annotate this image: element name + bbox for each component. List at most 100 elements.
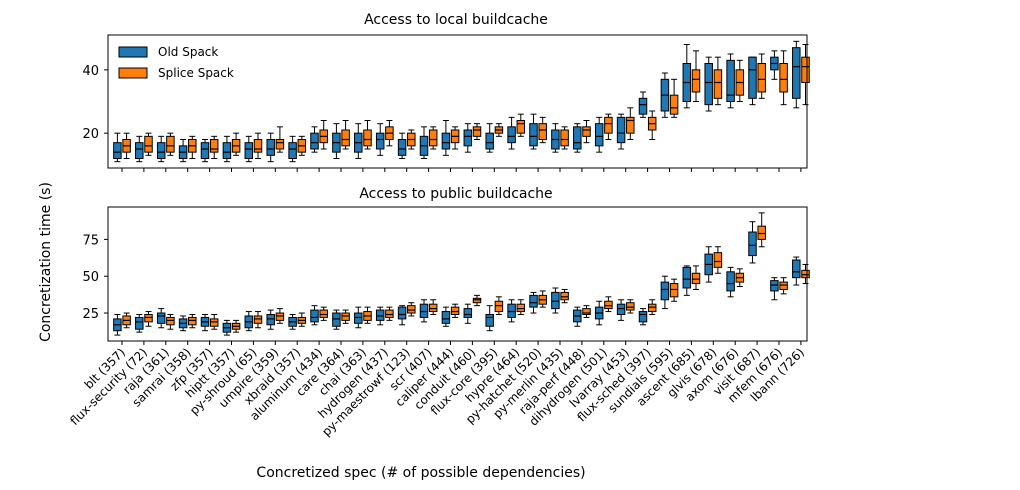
box-body [669, 283, 679, 298]
box-old [507, 116, 516, 150]
box-body [616, 116, 626, 144]
box-splice [472, 123, 482, 140]
box-body [441, 311, 451, 324]
box-body [310, 309, 319, 323]
box-old [222, 319, 232, 336]
box-body [188, 316, 197, 326]
box-splice [166, 313, 175, 330]
box-splice [713, 246, 723, 274]
box-body [319, 309, 328, 318]
box-old [354, 123, 363, 159]
box-old [354, 306, 363, 329]
box-old [222, 135, 232, 163]
box-body [244, 142, 254, 160]
box-splice [757, 53, 766, 99]
box-body [463, 129, 473, 147]
plot-frame-local [107, 34, 808, 169]
box-body [135, 142, 144, 160]
box-old [529, 291, 538, 314]
legend-label-splice: Splice Spack [158, 66, 234, 80]
legend: Old Spack Splice Spack [118, 45, 234, 80]
box-splice [604, 113, 613, 140]
box-old [288, 135, 297, 163]
box-body [375, 132, 385, 150]
box-body [310, 132, 319, 150]
box-body [341, 129, 350, 147]
box-splice [560, 126, 569, 150]
box-old [200, 313, 210, 332]
box-body [156, 142, 166, 160]
box-body [801, 56, 810, 84]
box-old [244, 135, 254, 163]
x-axis-categories: blt (357)flux-security (72)raja (361)sam… [67, 345, 807, 439]
box-old [682, 265, 692, 296]
box-body [560, 291, 569, 301]
box-old [156, 135, 166, 163]
box-splice [713, 56, 723, 106]
box-body [582, 308, 591, 315]
box-splice [801, 263, 810, 285]
box-old [178, 315, 188, 332]
panel-title-public: Access to public buildcache [359, 186, 552, 202]
box-splice [691, 265, 701, 290]
box-body [713, 69, 723, 99]
box-body [166, 316, 175, 326]
box-body [485, 132, 494, 150]
box-splice [450, 126, 460, 150]
box-old [770, 50, 779, 80]
box-body [582, 126, 591, 137]
box-body [647, 303, 657, 313]
box-splice [385, 306, 394, 321]
box-body [726, 271, 735, 292]
panel-title-local: Access to local buildcache [364, 12, 548, 28]
box-old [135, 313, 144, 333]
box-splice [319, 120, 328, 150]
box-splice [275, 308, 285, 324]
legend-swatch-old [118, 46, 148, 58]
box-old [726, 53, 735, 109]
box-body [682, 266, 692, 289]
box-splice [560, 288, 569, 304]
box-old [200, 139, 210, 163]
box-old [135, 135, 144, 163]
x-axis-label: Concretized spec (# of possible dependen… [256, 465, 585, 481]
box-body [428, 129, 438, 147]
box-old [660, 72, 670, 118]
box-splice [472, 294, 482, 307]
box-splice [188, 313, 197, 329]
box-body [748, 56, 757, 99]
box-body [726, 59, 735, 102]
box-body [144, 313, 153, 323]
boxes-public [113, 212, 810, 345]
box-body [166, 135, 175, 153]
box-splice [297, 312, 307, 327]
box-splice [253, 311, 263, 329]
box-old [704, 246, 713, 283]
box-body [200, 142, 210, 160]
y-tick-label: 25 [82, 307, 99, 322]
box-body [801, 269, 810, 279]
box-splice [582, 305, 591, 318]
box-old [529, 113, 538, 150]
box-splice [275, 126, 285, 153]
box-splice [209, 313, 219, 330]
box-body [275, 312, 285, 321]
y-tick-label: 75 [82, 233, 99, 248]
box-body [397, 139, 407, 156]
y-axis-label: Concretization time (s) [38, 182, 54, 342]
box-body [275, 139, 285, 150]
box-body [407, 305, 416, 314]
box-body [209, 139, 219, 153]
box-body [135, 316, 144, 330]
box-body [472, 126, 482, 137]
box-splice [735, 268, 745, 288]
box-old [616, 113, 626, 150]
box-old [288, 313, 297, 330]
box-old [792, 256, 801, 286]
box-body [626, 116, 635, 134]
box-body [560, 129, 569, 147]
box-old [616, 299, 626, 321]
legend-swatch-splice [118, 67, 148, 79]
boxes-local [113, 40, 810, 172]
